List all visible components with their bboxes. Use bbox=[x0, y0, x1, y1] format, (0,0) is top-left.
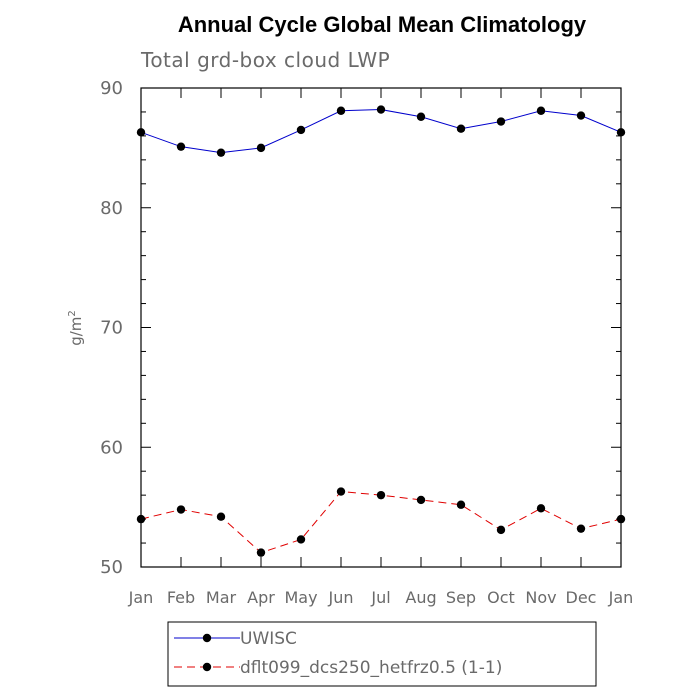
series-0-point bbox=[536, 106, 546, 115]
x-tick-label: Apr bbox=[247, 588, 275, 607]
legend-label-0: UWISC bbox=[240, 629, 297, 649]
series-1-point bbox=[536, 504, 546, 513]
y-tick-label: 90 bbox=[100, 78, 123, 99]
series-0-point bbox=[456, 124, 466, 133]
series-0-point bbox=[376, 105, 386, 114]
series-0-point bbox=[576, 111, 586, 120]
x-tick-label: Jul bbox=[370, 588, 390, 607]
series-1-point bbox=[256, 548, 266, 557]
y-tick-label: 70 bbox=[100, 318, 123, 339]
x-tick-label: Aug bbox=[405, 588, 436, 607]
legend-label-1: dflt099_dcs250_hetfrz0.5 (1-1) bbox=[240, 658, 502, 678]
y-axis-label-superscript: 2 bbox=[67, 310, 78, 316]
series-1-point bbox=[136, 514, 146, 524]
y-axis-label-base: g/m bbox=[67, 317, 85, 346]
series-line-1 bbox=[140, 491, 622, 554]
x-tick-label: Jan bbox=[128, 588, 154, 607]
y-tick-label: 60 bbox=[100, 437, 123, 458]
series-1-point bbox=[376, 490, 386, 500]
x-tick-label: Nov bbox=[525, 588, 556, 607]
series-line-0 bbox=[140, 109, 622, 154]
series-0-point bbox=[176, 142, 186, 151]
series-0-point bbox=[136, 128, 146, 137]
series-1-point bbox=[416, 495, 426, 505]
series-1-point bbox=[576, 524, 586, 533]
legend-box bbox=[167, 621, 597, 687]
series-1-point bbox=[176, 505, 186, 514]
y-tick-label: 80 bbox=[100, 198, 123, 219]
y-tick-label: 50 bbox=[100, 557, 123, 578]
axes: 50 60 70 80 90 Jan Feb Mar Apr May Jun Jul Aug Sep Oct… bbox=[100, 78, 633, 607]
series-layer bbox=[136, 105, 626, 557]
x-tick-label: Feb bbox=[167, 588, 195, 607]
series-0-point bbox=[496, 117, 506, 126]
chart-title: Annual Cycle Global Mean Climatology bbox=[178, 12, 587, 37]
x-tick-label: Mar bbox=[206, 588, 237, 607]
series-0-point bbox=[216, 148, 226, 157]
x-tick-label: May bbox=[284, 588, 317, 607]
x-tick-label: Jan bbox=[608, 588, 634, 607]
legend-marker-0 bbox=[202, 633, 212, 643]
series-0-point bbox=[416, 112, 426, 121]
series-1-point bbox=[496, 525, 506, 535]
legend-marker-1 bbox=[202, 662, 212, 672]
series-1-point bbox=[616, 514, 626, 524]
x-tick-label: Sep bbox=[446, 588, 476, 607]
series-1-point bbox=[296, 535, 306, 544]
series-1-point bbox=[456, 500, 466, 509]
series-0-point bbox=[336, 106, 346, 115]
x-tick-label: Oct bbox=[487, 588, 515, 607]
x-tick-label: Dec bbox=[566, 588, 597, 607]
series-0-point bbox=[256, 143, 266, 153]
series-1-point bbox=[336, 487, 346, 496]
series-0-point bbox=[296, 125, 306, 135]
legend: UWISC dflt099_dcs250_hetfrz0.5 (1-1) bbox=[167, 621, 597, 687]
series-0-point bbox=[616, 128, 626, 137]
chart-subtitle: Total grd-box cloud LWP bbox=[140, 48, 390, 72]
x-tick-label: Jun bbox=[328, 588, 354, 607]
y-axis-label: g/m2 bbox=[67, 310, 85, 346]
series-1-point bbox=[216, 512, 226, 521]
